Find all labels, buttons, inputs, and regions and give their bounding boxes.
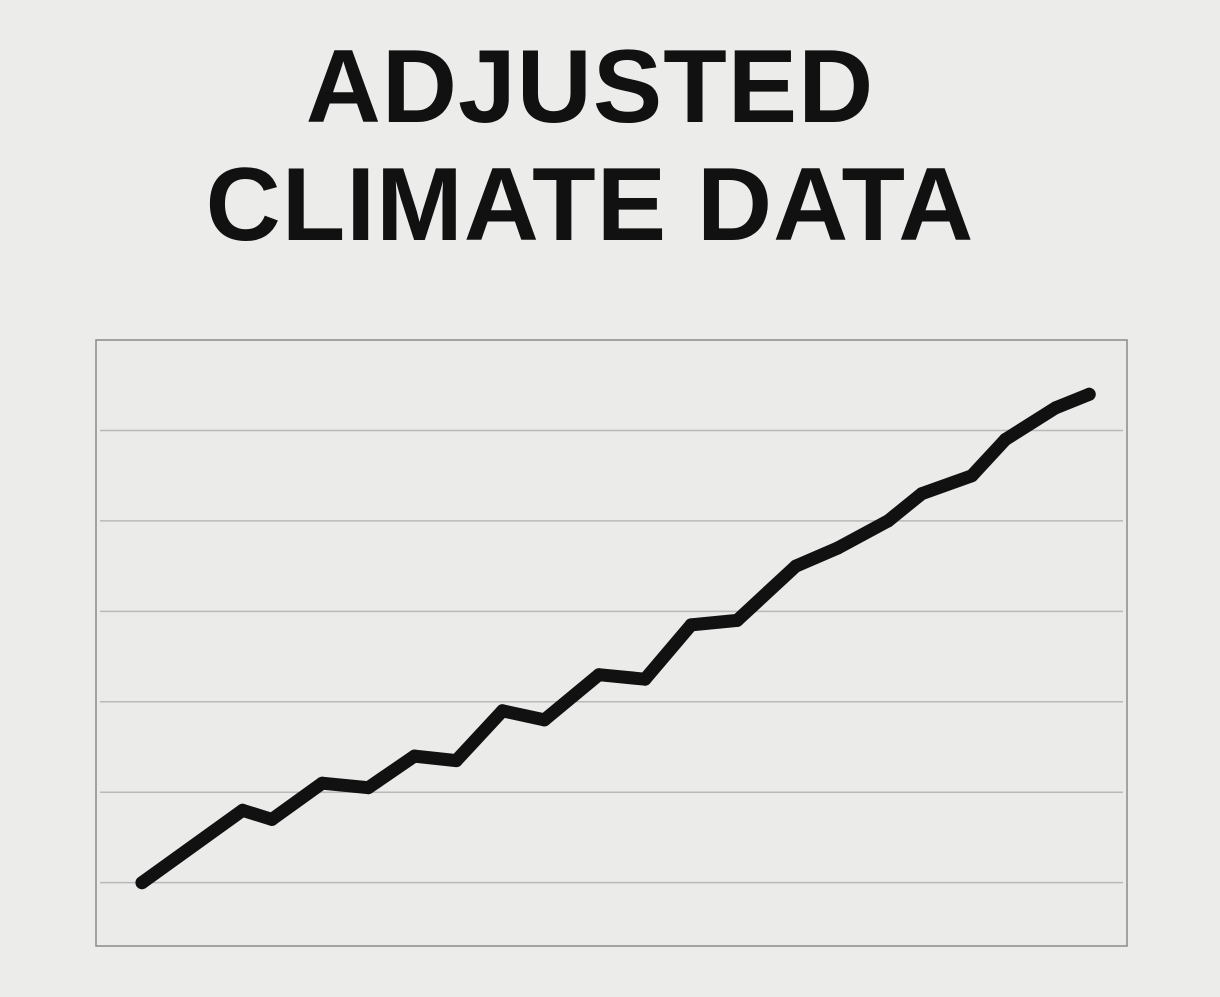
data-point: [1049, 401, 1063, 415]
plot-area-frame: [95, 339, 1128, 947]
data-point: [135, 876, 149, 890]
data-point: [730, 613, 744, 627]
data-point: [265, 812, 279, 826]
data-point: [998, 433, 1012, 446]
data-point: [236, 803, 250, 817]
data-point: [638, 672, 652, 686]
data-point: [789, 559, 803, 573]
data-point: [831, 541, 845, 555]
data-point: [361, 781, 375, 795]
chart-title: ADJUSTED CLIMATE DATA: [0, 28, 1180, 264]
data-point: [537, 713, 551, 727]
data-point: [684, 618, 698, 632]
data-point: [496, 704, 509, 718]
chart-title-line-2: CLIMATE DATA: [205, 147, 975, 263]
gridlines: [100, 429, 1123, 884]
data-point: [1082, 387, 1096, 401]
data-point: [407, 749, 421, 763]
data-point: [881, 514, 895, 528]
data-point: [315, 776, 329, 790]
data-point: [965, 469, 979, 483]
data-point: [915, 487, 929, 501]
data-point: [449, 754, 463, 768]
series-layer: [135, 387, 1096, 890]
chart-title-line-1: ADJUSTED: [305, 29, 875, 145]
data-point: [592, 668, 606, 682]
